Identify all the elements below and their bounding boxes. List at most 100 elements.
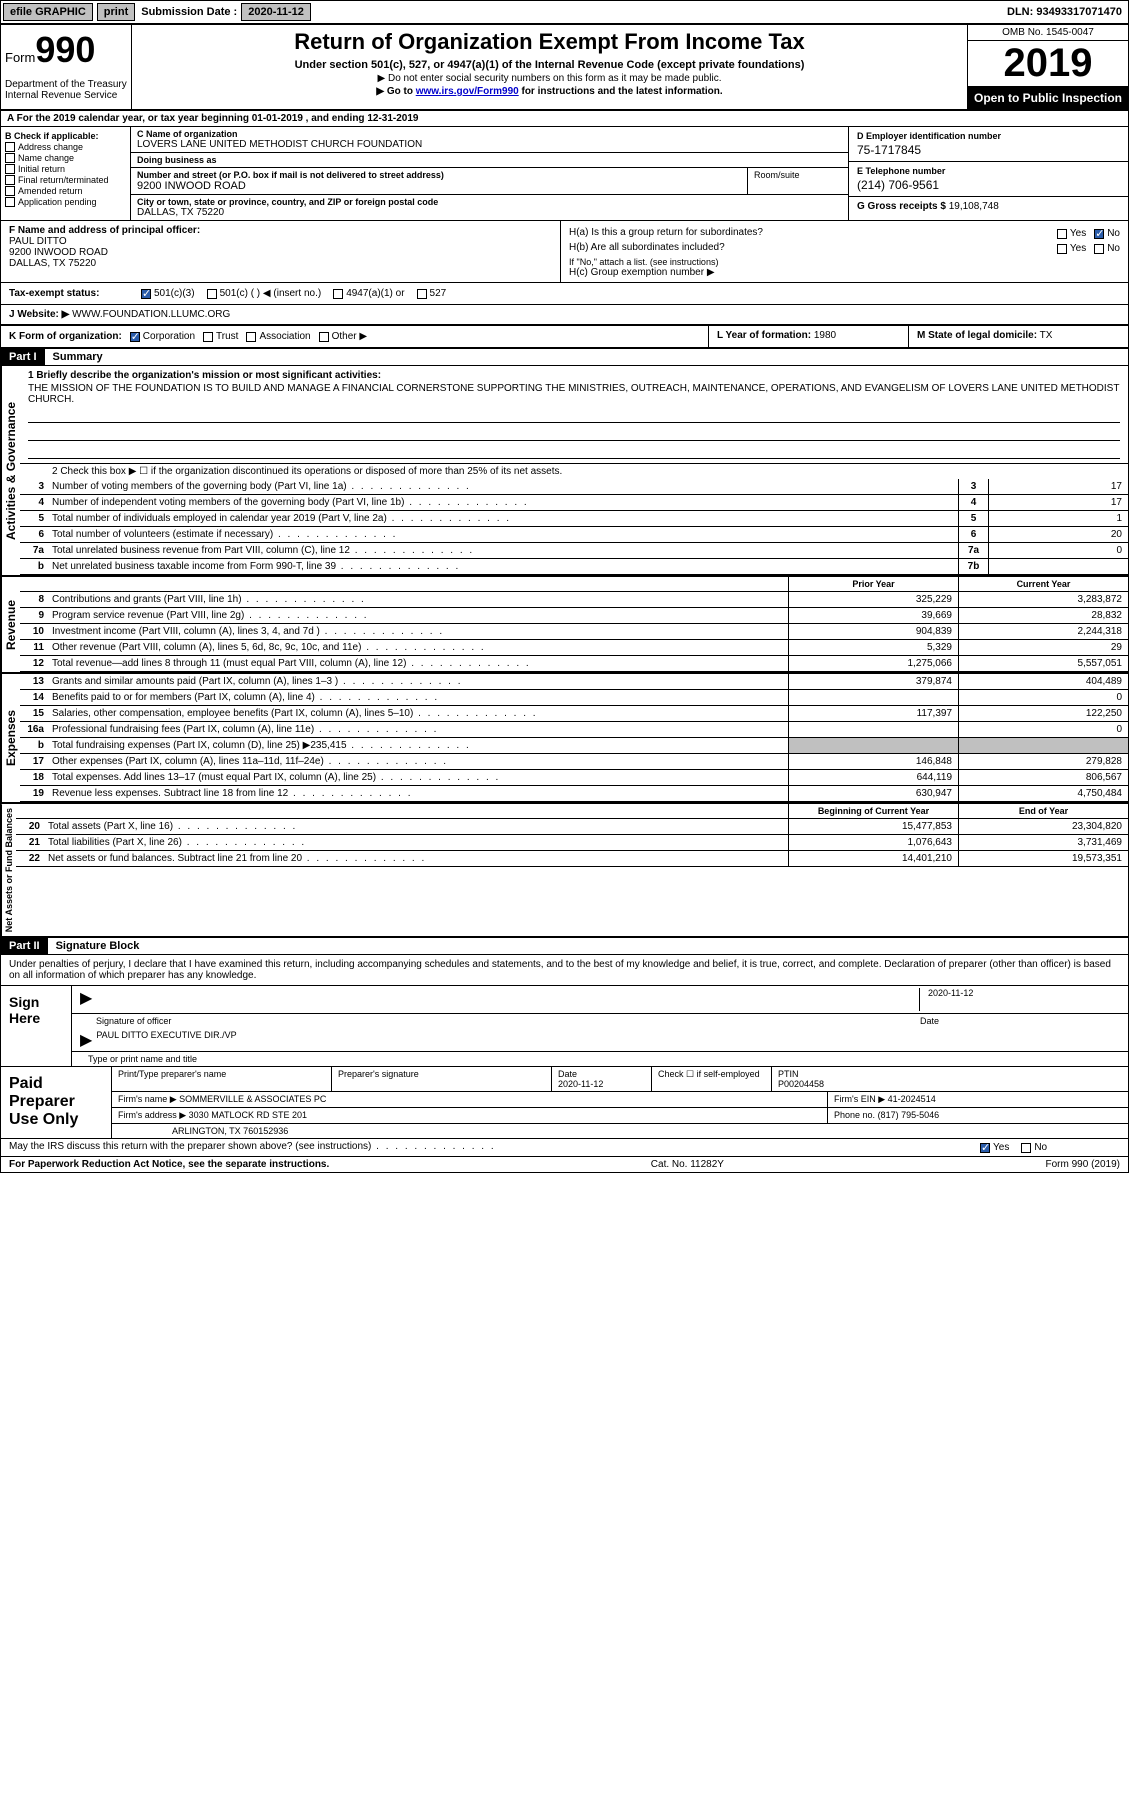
discuss-row: May the IRS discuss this return with the… — [1, 1139, 1128, 1157]
irs-link[interactable]: www.irs.gov/Form990 — [416, 86, 519, 97]
footer-mid: Cat. No. 11282Y — [651, 1159, 724, 1170]
inspection-badge: Open to Public Inspection — [968, 87, 1128, 109]
section-d: D Employer identification number 75-1717… — [848, 127, 1128, 220]
gross-value: 19,108,748 — [949, 201, 999, 212]
year-formation: 1980 — [814, 330, 836, 341]
section-j: J Website: ▶ WWW.FOUNDATION.LLUMC.ORG — [1, 305, 1128, 326]
prep-sig-label: Preparer's signature — [332, 1067, 552, 1091]
chk-pending[interactable] — [5, 197, 15, 207]
vert-activities: Activities & Governance — [1, 366, 20, 575]
chk-trust[interactable] — [203, 332, 213, 342]
city-state-zip: DALLAS, TX 75220 — [137, 207, 842, 218]
city-label: City or town, state or province, country… — [137, 197, 842, 207]
line-a: A For the 2019 calendar year, or tax yea… — [1, 111, 1128, 127]
vert-net: Net Assets or Fund Balances — [1, 804, 16, 936]
activity-row: 3Number of voting members of the governi… — [20, 479, 1128, 495]
sig-date: 2020-11-12 — [920, 988, 1120, 1011]
line2: 2 Check this box ▶ ☐ if the organization… — [48, 464, 1128, 479]
form-title: Return of Organization Exempt From Incom… — [136, 29, 963, 55]
form-label: Form — [5, 50, 35, 65]
dept-treasury: Department of the Treasury Internal Reve… — [5, 79, 127, 101]
chk-final[interactable] — [5, 175, 15, 185]
current-year-hdr: Current Year — [958, 577, 1128, 591]
chk-address[interactable] — [5, 142, 15, 152]
section-bcd: B Check if applicable: Address change Na… — [1, 127, 1128, 221]
netassets-section: Net Assets or Fund Balances Beginning of… — [1, 804, 1128, 938]
sign-here-block: Sign Here ▶2020-11-12 Signature of offic… — [1, 986, 1128, 1067]
section-fgh: F Name and address of principal officer:… — [1, 221, 1128, 283]
activity-row: 6Total number of volunteers (estimate if… — [20, 527, 1128, 543]
hb-no[interactable] — [1094, 244, 1104, 254]
ha-yes[interactable] — [1057, 229, 1067, 239]
netasset-row: 21Total liabilities (Part X, line 26)1,0… — [16, 835, 1128, 851]
print-button[interactable]: print — [97, 3, 135, 21]
part1-badge: Part I — [1, 349, 45, 365]
firm-ein: 41-2024514 — [888, 1094, 936, 1104]
section-c: C Name of organization LOVERS LANE UNITE… — [131, 127, 848, 220]
date-label: Date — [920, 1016, 1120, 1026]
section-f: F Name and address of principal officer:… — [1, 221, 561, 282]
chk-initial[interactable] — [5, 164, 15, 174]
tel-value: (214) 706-9561 — [857, 178, 1120, 192]
part1-title: Summary — [45, 349, 111, 365]
section-l: L Year of formation: 1980 — [708, 326, 908, 347]
note-link: ▶ Go to www.irs.gov/Form990 for instruct… — [136, 86, 963, 97]
activities-section: Activities & Governance 1 Briefly descri… — [1, 366, 1128, 577]
discuss-no[interactable] — [1021, 1143, 1031, 1153]
submission-date: 2020-11-12 — [241, 3, 311, 21]
ha-label: H(a) Is this a group return for subordin… — [569, 227, 763, 240]
chk-501c3[interactable] — [141, 289, 151, 299]
expense-row: 19Revenue less expenses. Subtract line 1… — [20, 786, 1128, 802]
header-left: Form990 Department of the Treasury Inter… — [1, 25, 131, 109]
gross-label: G Gross receipts $ — [857, 201, 946, 212]
footer-right: Form 990 (2019) — [1046, 1159, 1120, 1170]
chk-other[interactable] — [319, 332, 329, 342]
chk-corp[interactable] — [130, 332, 140, 342]
ptin: P00204458 — [778, 1079, 1122, 1089]
prior-year-hdr: Prior Year — [788, 577, 958, 591]
addr-label: Number and street (or P.O. box if mail i… — [137, 170, 741, 180]
chk-527[interactable] — [417, 289, 427, 299]
expense-row: 15Salaries, other compensation, employee… — [20, 706, 1128, 722]
officer-name-title: PAUL DITTO EXECUTIVE DIR./VP — [96, 1030, 236, 1049]
c-name-label: C Name of organization — [137, 129, 842, 139]
room-label: Room/suite — [748, 168, 848, 194]
expense-row: 14Benefits paid to or for members (Part … — [20, 690, 1128, 706]
part1-header: Part I Summary — [1, 349, 1128, 366]
section-klm: K Form of organization: Corporation Trus… — [1, 326, 1128, 349]
f-label: F Name and address of principal officer: — [9, 225, 552, 236]
hb-yes[interactable] — [1057, 244, 1067, 254]
chk-amended[interactable] — [5, 186, 15, 196]
type-label: Type or print name and title — [72, 1052, 1128, 1066]
hb-note: If "No," attach a list. (see instruction… — [569, 257, 1120, 267]
header-right: OMB No. 1545-0047 2019 Open to Public In… — [968, 25, 1128, 109]
chk-name[interactable] — [5, 153, 15, 163]
revenue-row: 10Investment income (Part VIII, column (… — [20, 624, 1128, 640]
header-mid: Return of Organization Exempt From Incom… — [131, 25, 968, 109]
prep-name-label: Print/Type preparer's name — [112, 1067, 332, 1091]
sign-here-label: Sign Here — [1, 986, 71, 1066]
check-self: Check ☐ if self-employed — [652, 1067, 772, 1091]
chk-assoc[interactable] — [246, 332, 256, 342]
end-year-hdr: End of Year — [958, 804, 1128, 818]
firm-phone: (817) 795-5046 — [878, 1110, 940, 1120]
hc-label: H(c) Group exemption number ▶ — [569, 267, 1120, 278]
header: Form990 Department of the Treasury Inter… — [1, 25, 1128, 111]
website-value: WWW.FOUNDATION.LLUMC.ORG — [72, 309, 230, 320]
expenses-section: Expenses 13Grants and similar amounts pa… — [1, 674, 1128, 804]
state-domicile: TX — [1040, 330, 1053, 341]
declaration: Under penalties of perjury, I declare th… — [1, 955, 1128, 986]
k-label: K Form of organization: — [9, 331, 122, 342]
activity-row: 5Total number of individuals employed in… — [20, 511, 1128, 527]
form-number: 990 — [35, 29, 95, 70]
chk-4947[interactable] — [333, 289, 343, 299]
firm-addr1: 3030 MATLOCK RD STE 201 — [189, 1110, 307, 1120]
officer-addr1: 9200 INWOOD ROAD — [9, 247, 552, 258]
note-ssn: ▶ Do not enter social security numbers o… — [136, 73, 963, 84]
begin-year-hdr: Beginning of Current Year — [788, 804, 958, 818]
chk-501c[interactable] — [207, 289, 217, 299]
ha-no[interactable] — [1094, 229, 1104, 239]
part2-title: Signature Block — [48, 938, 148, 954]
discuss-yes[interactable] — [980, 1143, 990, 1153]
part2-badge: Part II — [1, 938, 48, 954]
